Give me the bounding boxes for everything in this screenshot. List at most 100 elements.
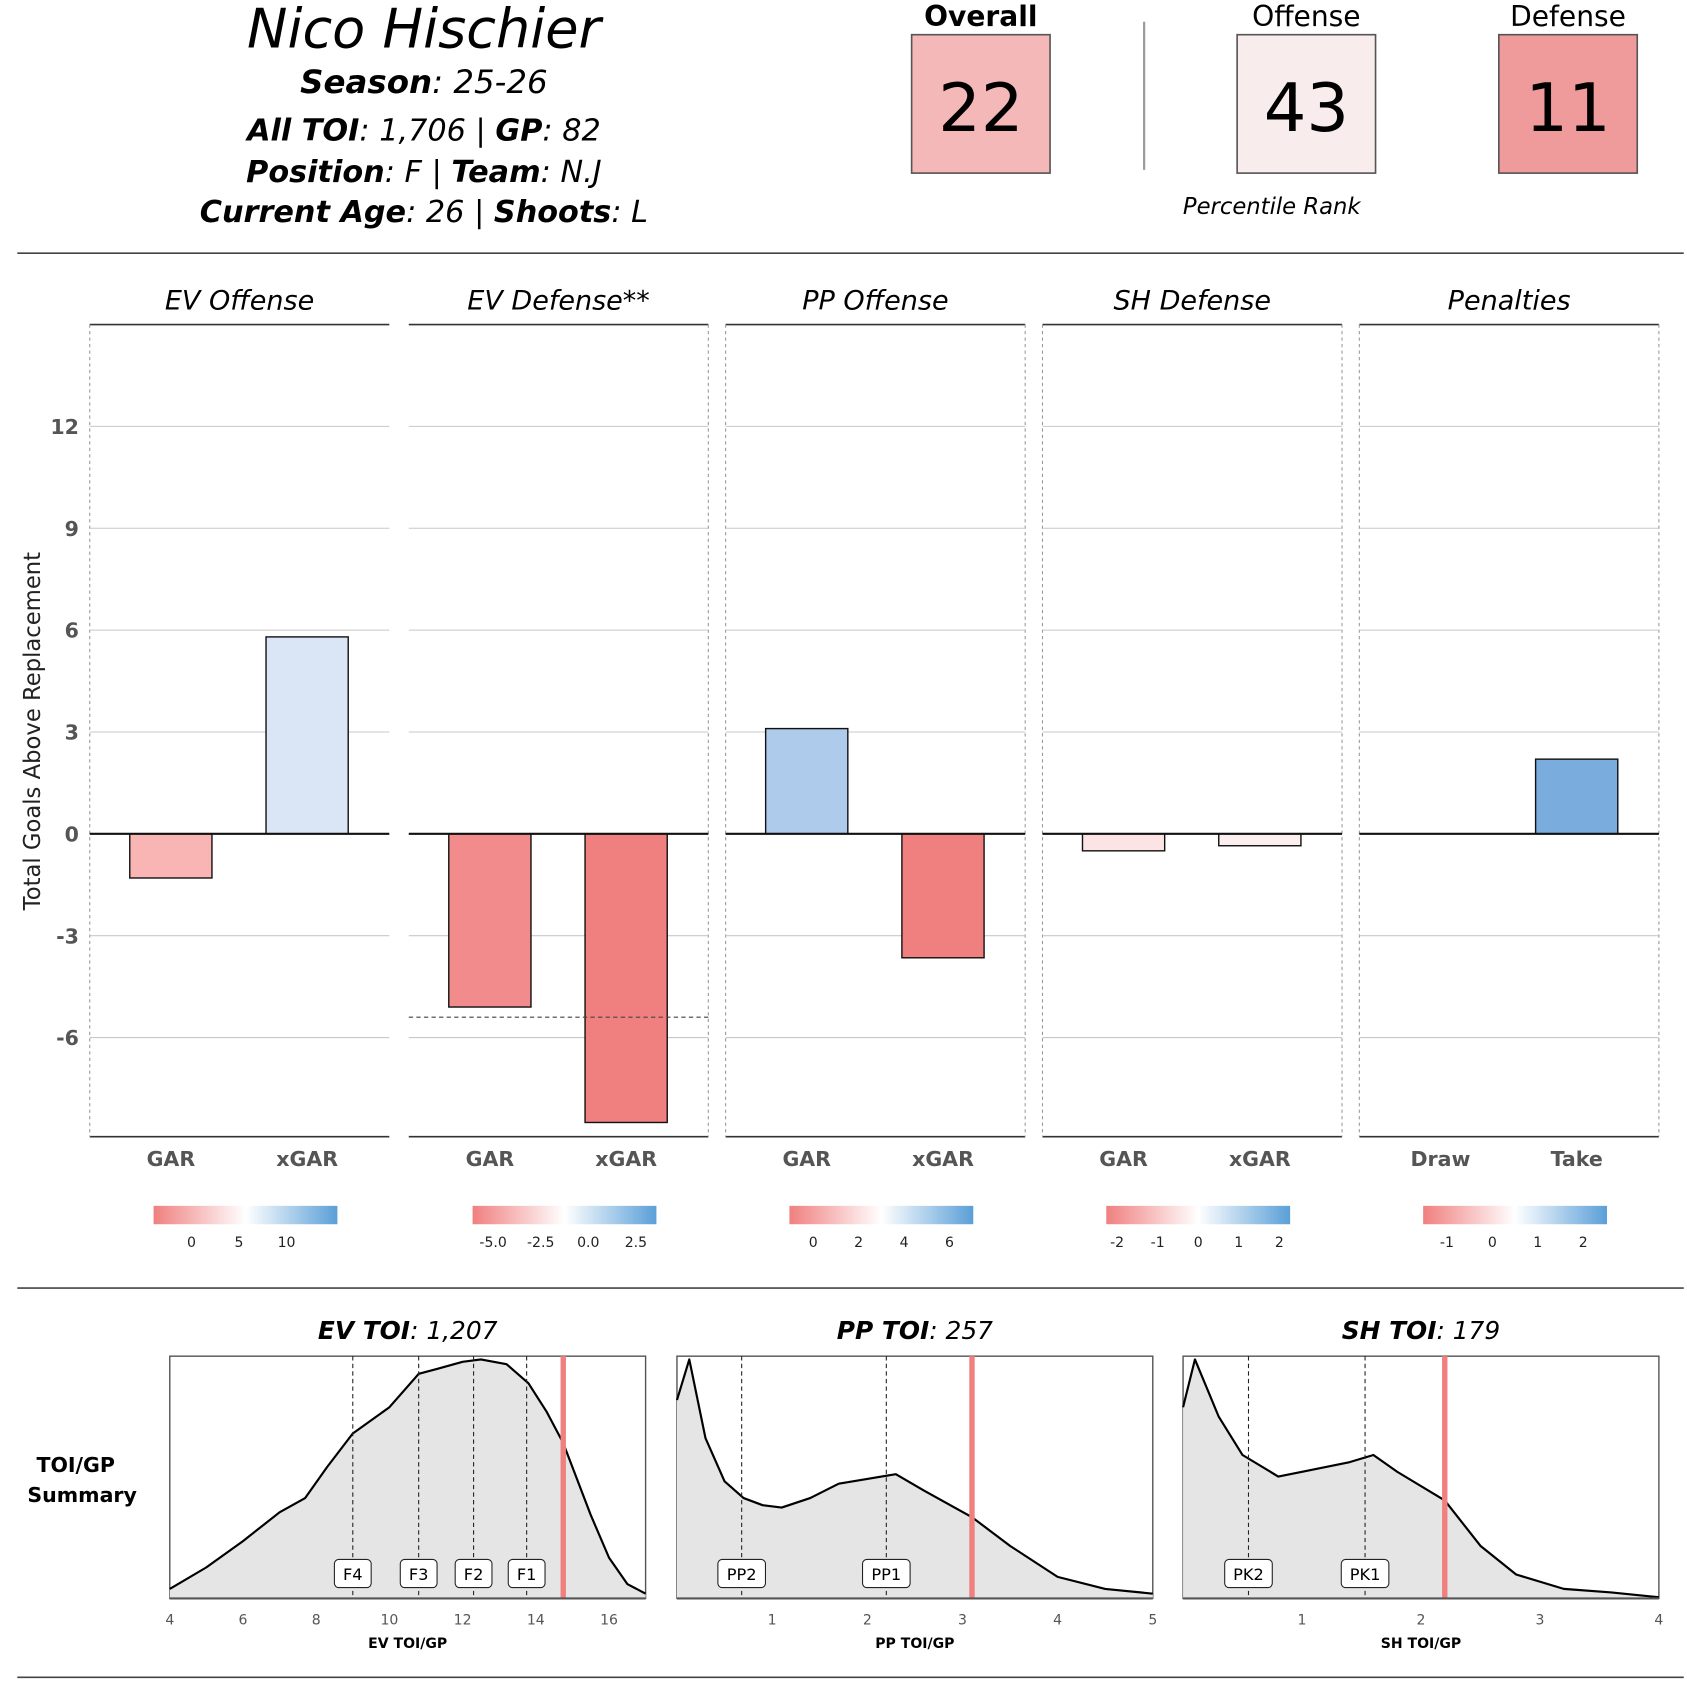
x-tick-label: 10 [380,1612,398,1628]
rank-label-defense: Defense [1510,0,1626,33]
rank-box-offense [1236,33,1377,174]
x-axis-label: EV TOI/GP [368,1636,447,1652]
rank-box-defense [1498,33,1639,174]
density-curve [1182,1358,1659,1599]
bar-gar [1081,833,1166,852]
x-category-label: GAR [466,1147,515,1171]
color-legend-tick: 2 [854,1235,863,1251]
color-legend-tick: 4 [900,1235,909,1251]
x-tick-label: 12 [454,1612,472,1628]
x-category-label: GAR [782,1147,831,1171]
line-marker-box [861,1558,911,1589]
x-category-label: xGAR [1229,1147,1291,1171]
percentile-ranks: Overall Offense Defense 22 43 11 Percent… [910,0,1639,220]
toi-title-sep: : [929,1316,945,1345]
bar-panel: EV Offense GAR xGAR 0 5 10 [89,285,390,1251]
color-legend-bar [1106,1205,1291,1225]
color-legend-tick: 5 [235,1235,244,1251]
toi-title-label: PP TOI [837,1316,929,1345]
color-legend-tick: 0 [187,1235,196,1251]
line-marker-box [454,1558,493,1589]
x-category-label: xGAR [276,1147,338,1171]
line-marker-box [1340,1558,1390,1589]
toi-title-value: 179 [1453,1316,1500,1345]
toi-title-sep: : [410,1316,426,1345]
x-tick-label: 1 [1298,1612,1307,1628]
bar-panel: PP Offense GAR xGAR 0 2 4 6 [725,285,1026,1251]
color-legend-tick: 0.0 [577,1235,599,1251]
color-legend-bar [1423,1205,1607,1225]
x-tick-label: 6 [239,1612,248,1628]
color-legend-tick: 2 [1579,1235,1588,1251]
y-tick-label: 3 [65,721,79,745]
y-tick-label: 6 [65,619,79,643]
x-category-label: Draw [1410,1147,1470,1171]
toi-panel-title: EV TOI: 1,207 [318,1316,498,1345]
rank-value-defense: 11 [1525,69,1610,147]
color-legend-tick: -2.5 [527,1235,554,1251]
rank-value-offense: 43 [1264,69,1349,147]
panel-title: PP Offense [802,285,948,316]
y-tick-label: 0 [65,822,79,846]
bar-gar [129,833,213,879]
toi-title-sep: : [1436,1316,1452,1345]
line-marker-label: PP1 [871,1565,901,1584]
density-area [676,1359,1153,1599]
panel-title: SH Defense [1114,285,1271,316]
line-marker-box [1224,1558,1273,1589]
line-marker-box [333,1558,372,1589]
bar-xgar [901,833,985,959]
bar-xgar [265,636,349,835]
toi-row-label: TOI/GP Summary [27,1453,137,1507]
bar-xgar [584,833,668,1124]
toi-title-value: 257 [946,1316,994,1345]
x-tick-label: 4 [1053,1612,1062,1628]
rank-label-overall: Overall [924,0,1037,33]
toi-title-label: SH TOI [1342,1316,1437,1345]
season-line: Season: 25-26 [300,63,547,101]
color-legend-tick: 1 [1533,1235,1542,1251]
bar-panel: SH Defense GAR xGAR -2 -1 0 1 2 [1041,285,1343,1251]
x-tick-label: 4 [1654,1612,1663,1628]
line-marker-label: F3 [409,1565,429,1584]
color-legend-tick: 0 [1194,1235,1203,1251]
x-tick-label: 16 [600,1612,618,1628]
line-marker-box [507,1558,546,1589]
x-category-label: xGAR [595,1147,657,1171]
toi-title-label: EV TOI [318,1316,410,1345]
x-category-label: xGAR [912,1147,974,1171]
x-category-label: GAR [147,1147,196,1171]
toi-density-panel: PP TOI: 257 PP2 PP1 1 2 3 4 5 PP TOI/GP [675,1316,1157,1652]
color-legend-tick: 2 [1275,1235,1284,1251]
color-legend-tick: 6 [945,1235,954,1251]
player-info: Nico Hischier Season: 25-26 All TOI: 1,7… [200,0,648,230]
x-category-label: Take [1551,1147,1603,1171]
x-tick-label: 5 [1148,1612,1157,1628]
color-legend-tick: 1 [1234,1235,1243,1251]
color-legend-bar [789,1205,974,1225]
color-legend-bar [153,1205,338,1225]
color-legend-tick: 0 [1488,1235,1497,1251]
color-legend-tick: -2 [1110,1235,1124,1251]
toi-panel-title: SH TOI: 179 [1342,1316,1500,1345]
line-marker-box [399,1558,438,1589]
toi-density-panel: SH TOI: 179 PK2 PK1 1 2 3 4 SH TOI/GP [1182,1316,1663,1652]
line-marker-label: F1 [517,1565,537,1584]
age-line: Current Age: 26 | Shoots: L [200,195,648,230]
bar-take [1534,758,1619,835]
toi-line: All TOI: 1,706 | GP: 82 [245,114,601,149]
toi-title-value: 1,207 [426,1316,497,1345]
density-curve [675,1358,1153,1595]
panel-title: Penalties [1448,285,1571,316]
x-tick-label: 2 [863,1612,872,1628]
player-name: Nico Hischier [247,0,605,61]
bar-gar [764,727,849,835]
bar-xgar [1218,833,1302,847]
color-legend-tick: 2.5 [625,1235,647,1251]
rank-value-overall: 22 [938,69,1023,147]
x-tick-label: 14 [527,1612,545,1628]
color-legend-tick: -1 [1151,1235,1165,1251]
x-tick-label: 3 [958,1612,967,1628]
y-tick-label: 12 [50,415,79,439]
